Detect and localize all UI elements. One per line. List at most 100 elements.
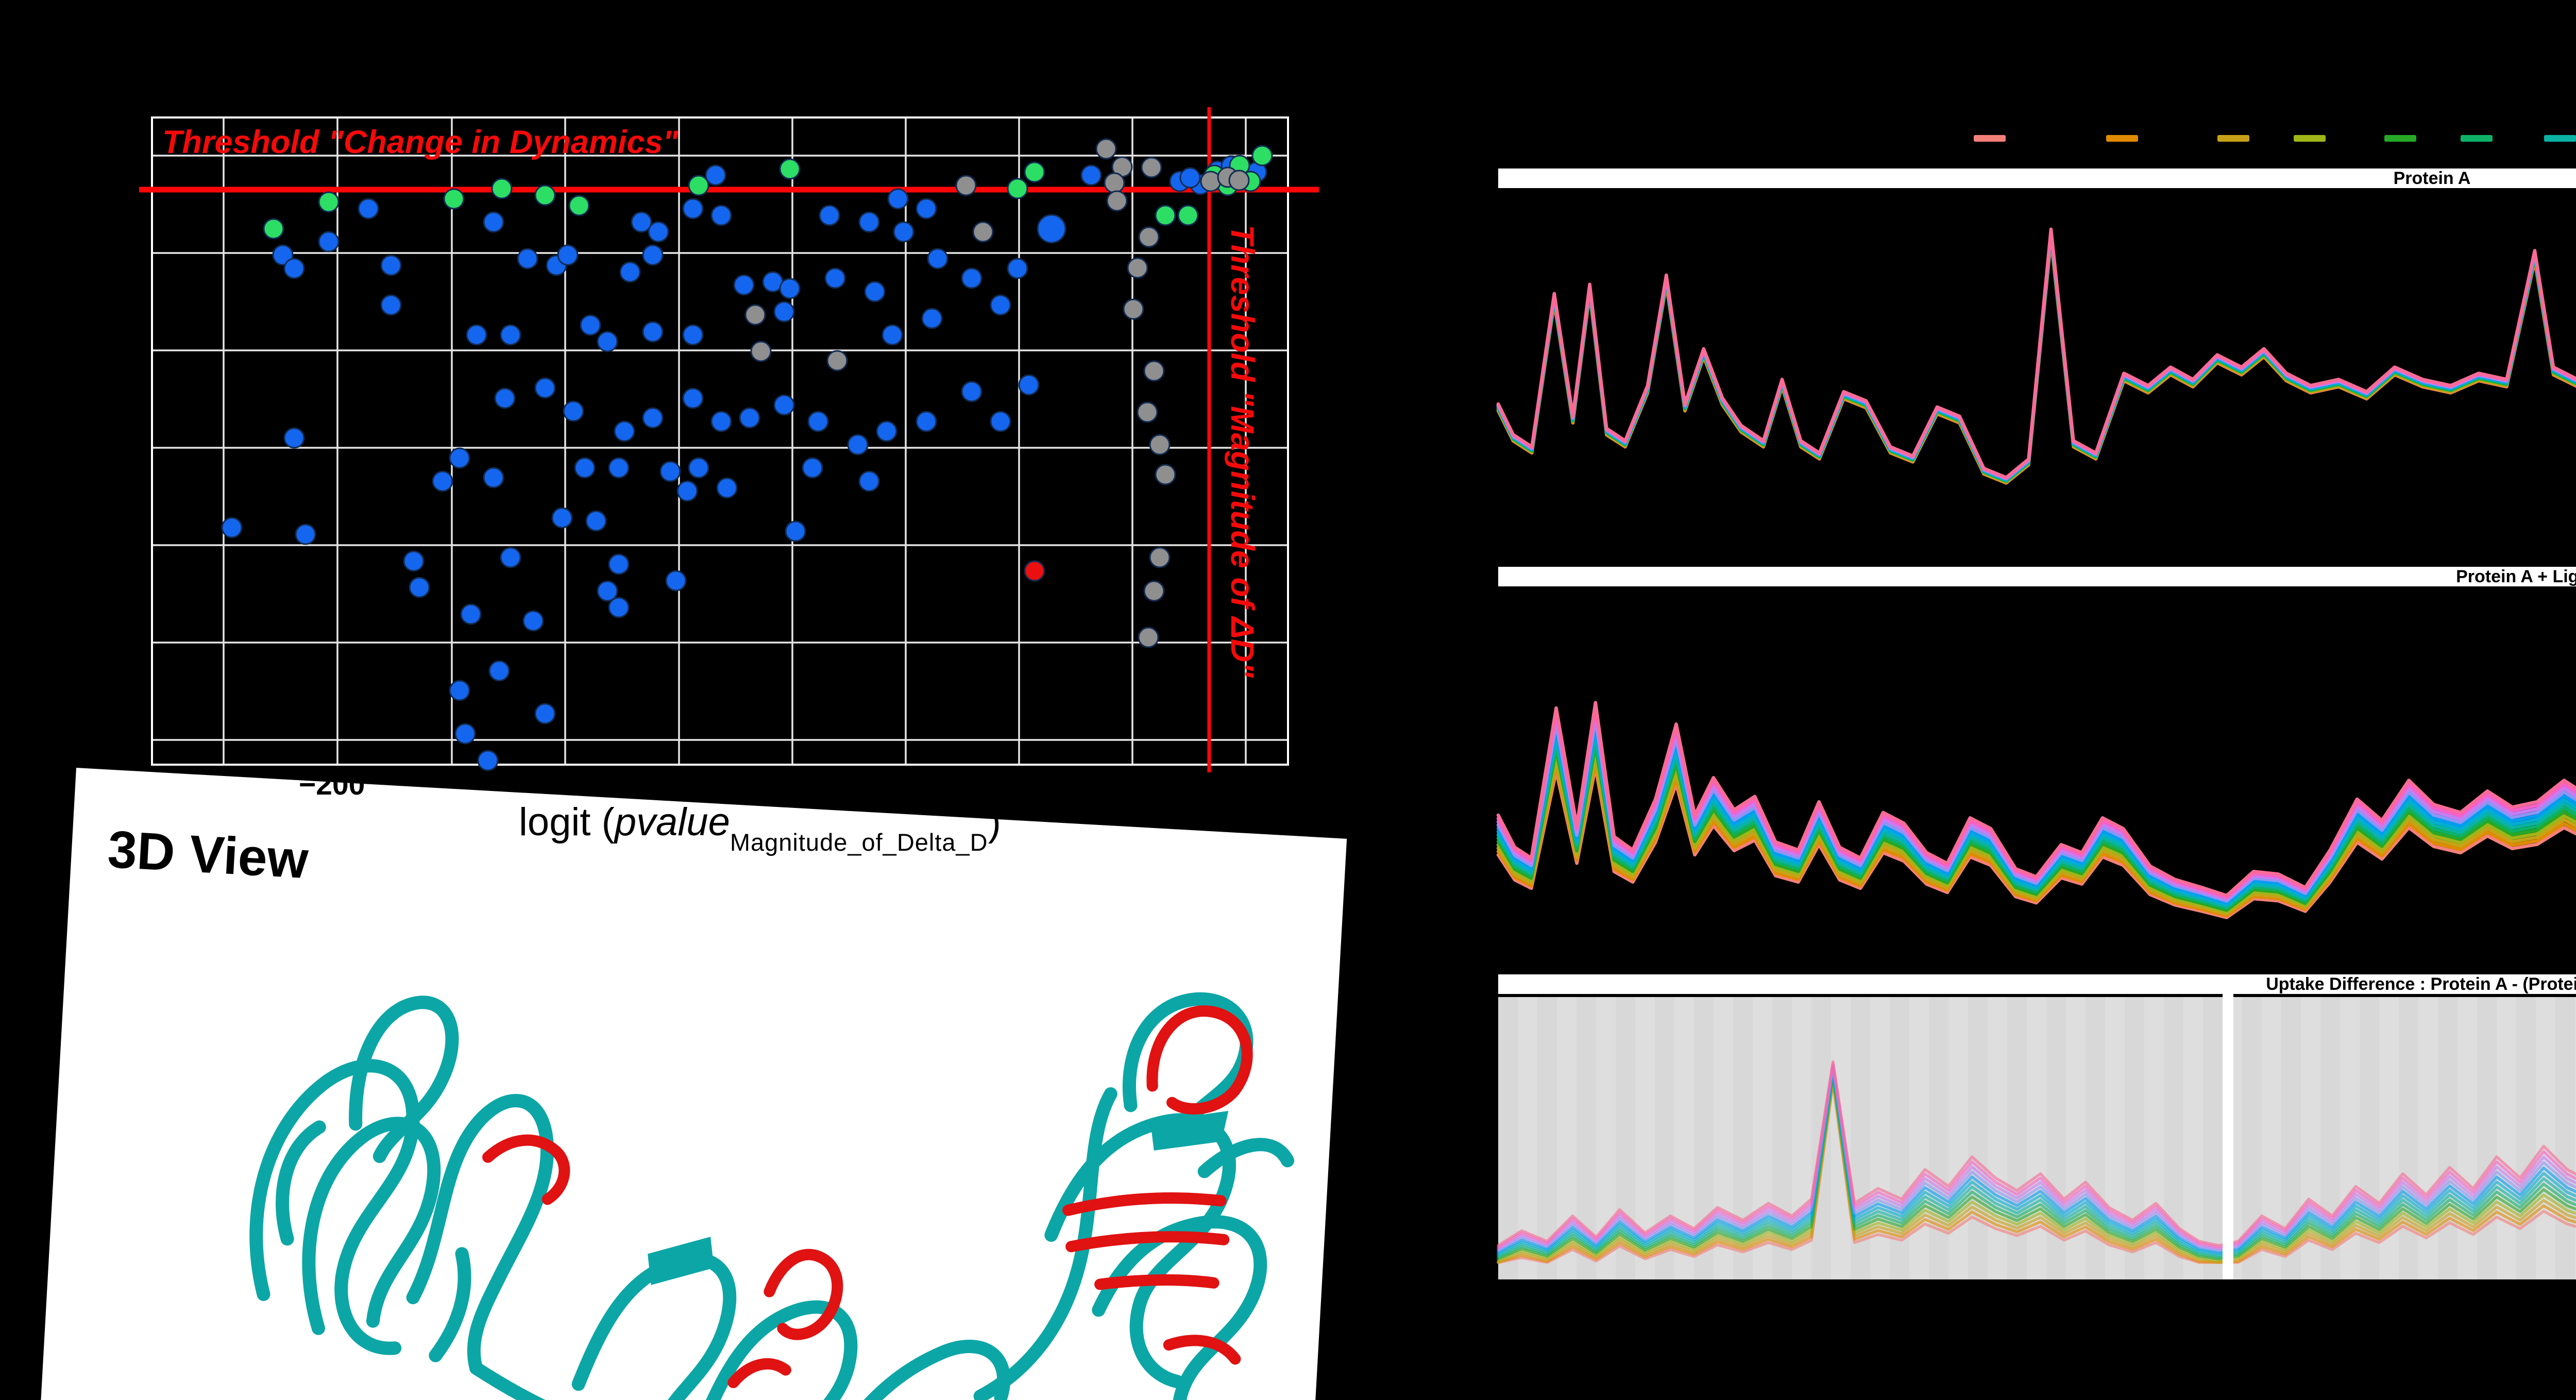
scatter-point[interactable] (682, 198, 704, 220)
scatter-point[interactable] (927, 248, 948, 269)
scatter-point[interactable] (750, 341, 772, 362)
scatter-point[interactable] (785, 520, 806, 542)
scatter-point[interactable] (819, 205, 840, 226)
3d-view-card[interactable]: 3D View (38, 768, 1347, 1400)
scatter-point[interactable] (682, 324, 704, 346)
scatter-point[interactable] (409, 577, 430, 598)
scatter-point[interactable] (1228, 170, 1250, 191)
volcano-plot[interactable] (0, 0, 1340, 794)
scatter-point[interactable] (534, 377, 556, 399)
legend-swatch-4[interactable] (2294, 135, 2326, 142)
scatter-point[interactable] (608, 553, 630, 575)
scatter-point[interactable] (847, 434, 869, 456)
scatter-point[interactable] (221, 517, 243, 538)
scatter-point[interactable] (608, 597, 630, 618)
scatter-point[interactable] (1155, 205, 1176, 226)
scatter-point[interactable] (972, 221, 994, 243)
scatter-point[interactable] (1007, 178, 1028, 199)
scatter-point[interactable] (916, 198, 937, 220)
scatter-point[interactable] (466, 324, 487, 346)
scatter-point[interactable] (585, 510, 607, 532)
scatter-point[interactable] (682, 387, 704, 409)
scatter-point[interactable] (318, 231, 340, 252)
scatter-point[interactable] (642, 321, 664, 343)
scatter-point[interactable] (802, 457, 823, 479)
scatter-point[interactable] (597, 580, 618, 602)
scatter-point[interactable] (824, 267, 846, 289)
scatter-point[interactable] (1137, 401, 1158, 423)
scatter-point[interactable] (517, 248, 538, 269)
scatter-point[interactable] (358, 198, 379, 220)
scatter-point[interactable] (483, 211, 504, 233)
scatter-point[interactable] (449, 447, 470, 469)
scatter-point[interactable] (807, 411, 829, 432)
scatter-point[interactable] (990, 411, 1011, 432)
scatter-point[interactable] (491, 178, 513, 199)
scatter-point[interactable] (1018, 374, 1040, 396)
scatter-point[interactable] (483, 467, 504, 488)
scatter-point[interactable] (477, 750, 499, 771)
scatter-point[interactable] (676, 480, 698, 502)
legend-swatch-2[interactable] (2106, 135, 2138, 142)
scatter-point[interactable] (642, 244, 664, 266)
scatter-point[interactable] (295, 524, 316, 545)
scatter-point[interactable] (432, 470, 453, 492)
scatter-point[interactable] (710, 205, 732, 226)
scatter-point[interactable] (318, 191, 340, 213)
scatter-point[interactable] (568, 195, 590, 216)
scatter-point[interactable] (449, 680, 470, 701)
protein-a-ligand-chart[interactable] (1496, 586, 2576, 972)
scatter-point[interactable] (380, 255, 402, 276)
scatter-point[interactable] (608, 457, 630, 479)
scatter-point[interactable] (580, 314, 601, 336)
scatter-point[interactable] (744, 304, 766, 326)
scatter-point[interactable] (597, 331, 618, 352)
scatter-point[interactable] (443, 188, 465, 210)
protein-ribbon[interactable] (183, 899, 1325, 1400)
scatter-point[interactable] (272, 244, 294, 266)
scatter-point[interactable] (563, 400, 584, 422)
scatter-point[interactable] (665, 570, 687, 592)
scatter-point[interactable] (887, 188, 909, 210)
scatter-point[interactable] (500, 324, 521, 346)
legend-swatch-5[interactable] (2384, 135, 2416, 142)
scatter-point[interactable] (557, 244, 579, 266)
scatter-point[interactable] (921, 308, 943, 329)
scatter-point[interactable] (614, 420, 635, 442)
scatter-point[interactable] (642, 407, 664, 429)
scatter-point[interactable] (961, 267, 982, 289)
scatter-point[interactable] (1251, 145, 1273, 166)
scatter-point[interactable] (648, 221, 669, 243)
scatter-point[interactable] (1123, 298, 1144, 320)
scatter-point[interactable] (488, 660, 510, 682)
scatter-point[interactable] (779, 158, 801, 180)
protein-a-chart[interactable] (1496, 189, 2576, 566)
scatter-point[interactable] (574, 457, 596, 479)
scatter-point[interactable] (1037, 214, 1066, 244)
scatter-point[interactable] (1143, 360, 1165, 382)
scatter-point[interactable] (1155, 464, 1176, 485)
scatter-point[interactable] (1024, 161, 1045, 183)
scatter-point[interactable] (619, 261, 641, 283)
scatter-point[interactable] (864, 281, 886, 302)
scatter-point[interactable] (916, 411, 937, 432)
scatter-point[interactable] (705, 164, 726, 186)
scatter-point[interactable] (454, 723, 476, 745)
scatter-point[interactable] (551, 507, 573, 529)
scatter-point[interactable] (1149, 547, 1171, 568)
scatter-point[interactable] (779, 278, 801, 299)
scatter-point[interactable] (716, 477, 738, 499)
scatter-point[interactable] (1143, 580, 1165, 602)
scatter-point[interactable] (1007, 258, 1028, 279)
legend-swatch-6[interactable] (2461, 135, 2493, 142)
scatter-point[interactable] (1177, 205, 1199, 226)
scatter-point[interactable] (710, 411, 732, 432)
scatter-point[interactable] (1080, 164, 1102, 186)
scatter-point[interactable] (659, 461, 681, 482)
scatter-point[interactable] (263, 218, 284, 240)
scatter-point[interactable] (955, 175, 977, 196)
scatter-point[interactable] (739, 407, 760, 429)
scatter-point[interactable] (522, 610, 544, 632)
scatter-point[interactable] (893, 221, 914, 243)
scatter-point[interactable] (990, 294, 1011, 316)
